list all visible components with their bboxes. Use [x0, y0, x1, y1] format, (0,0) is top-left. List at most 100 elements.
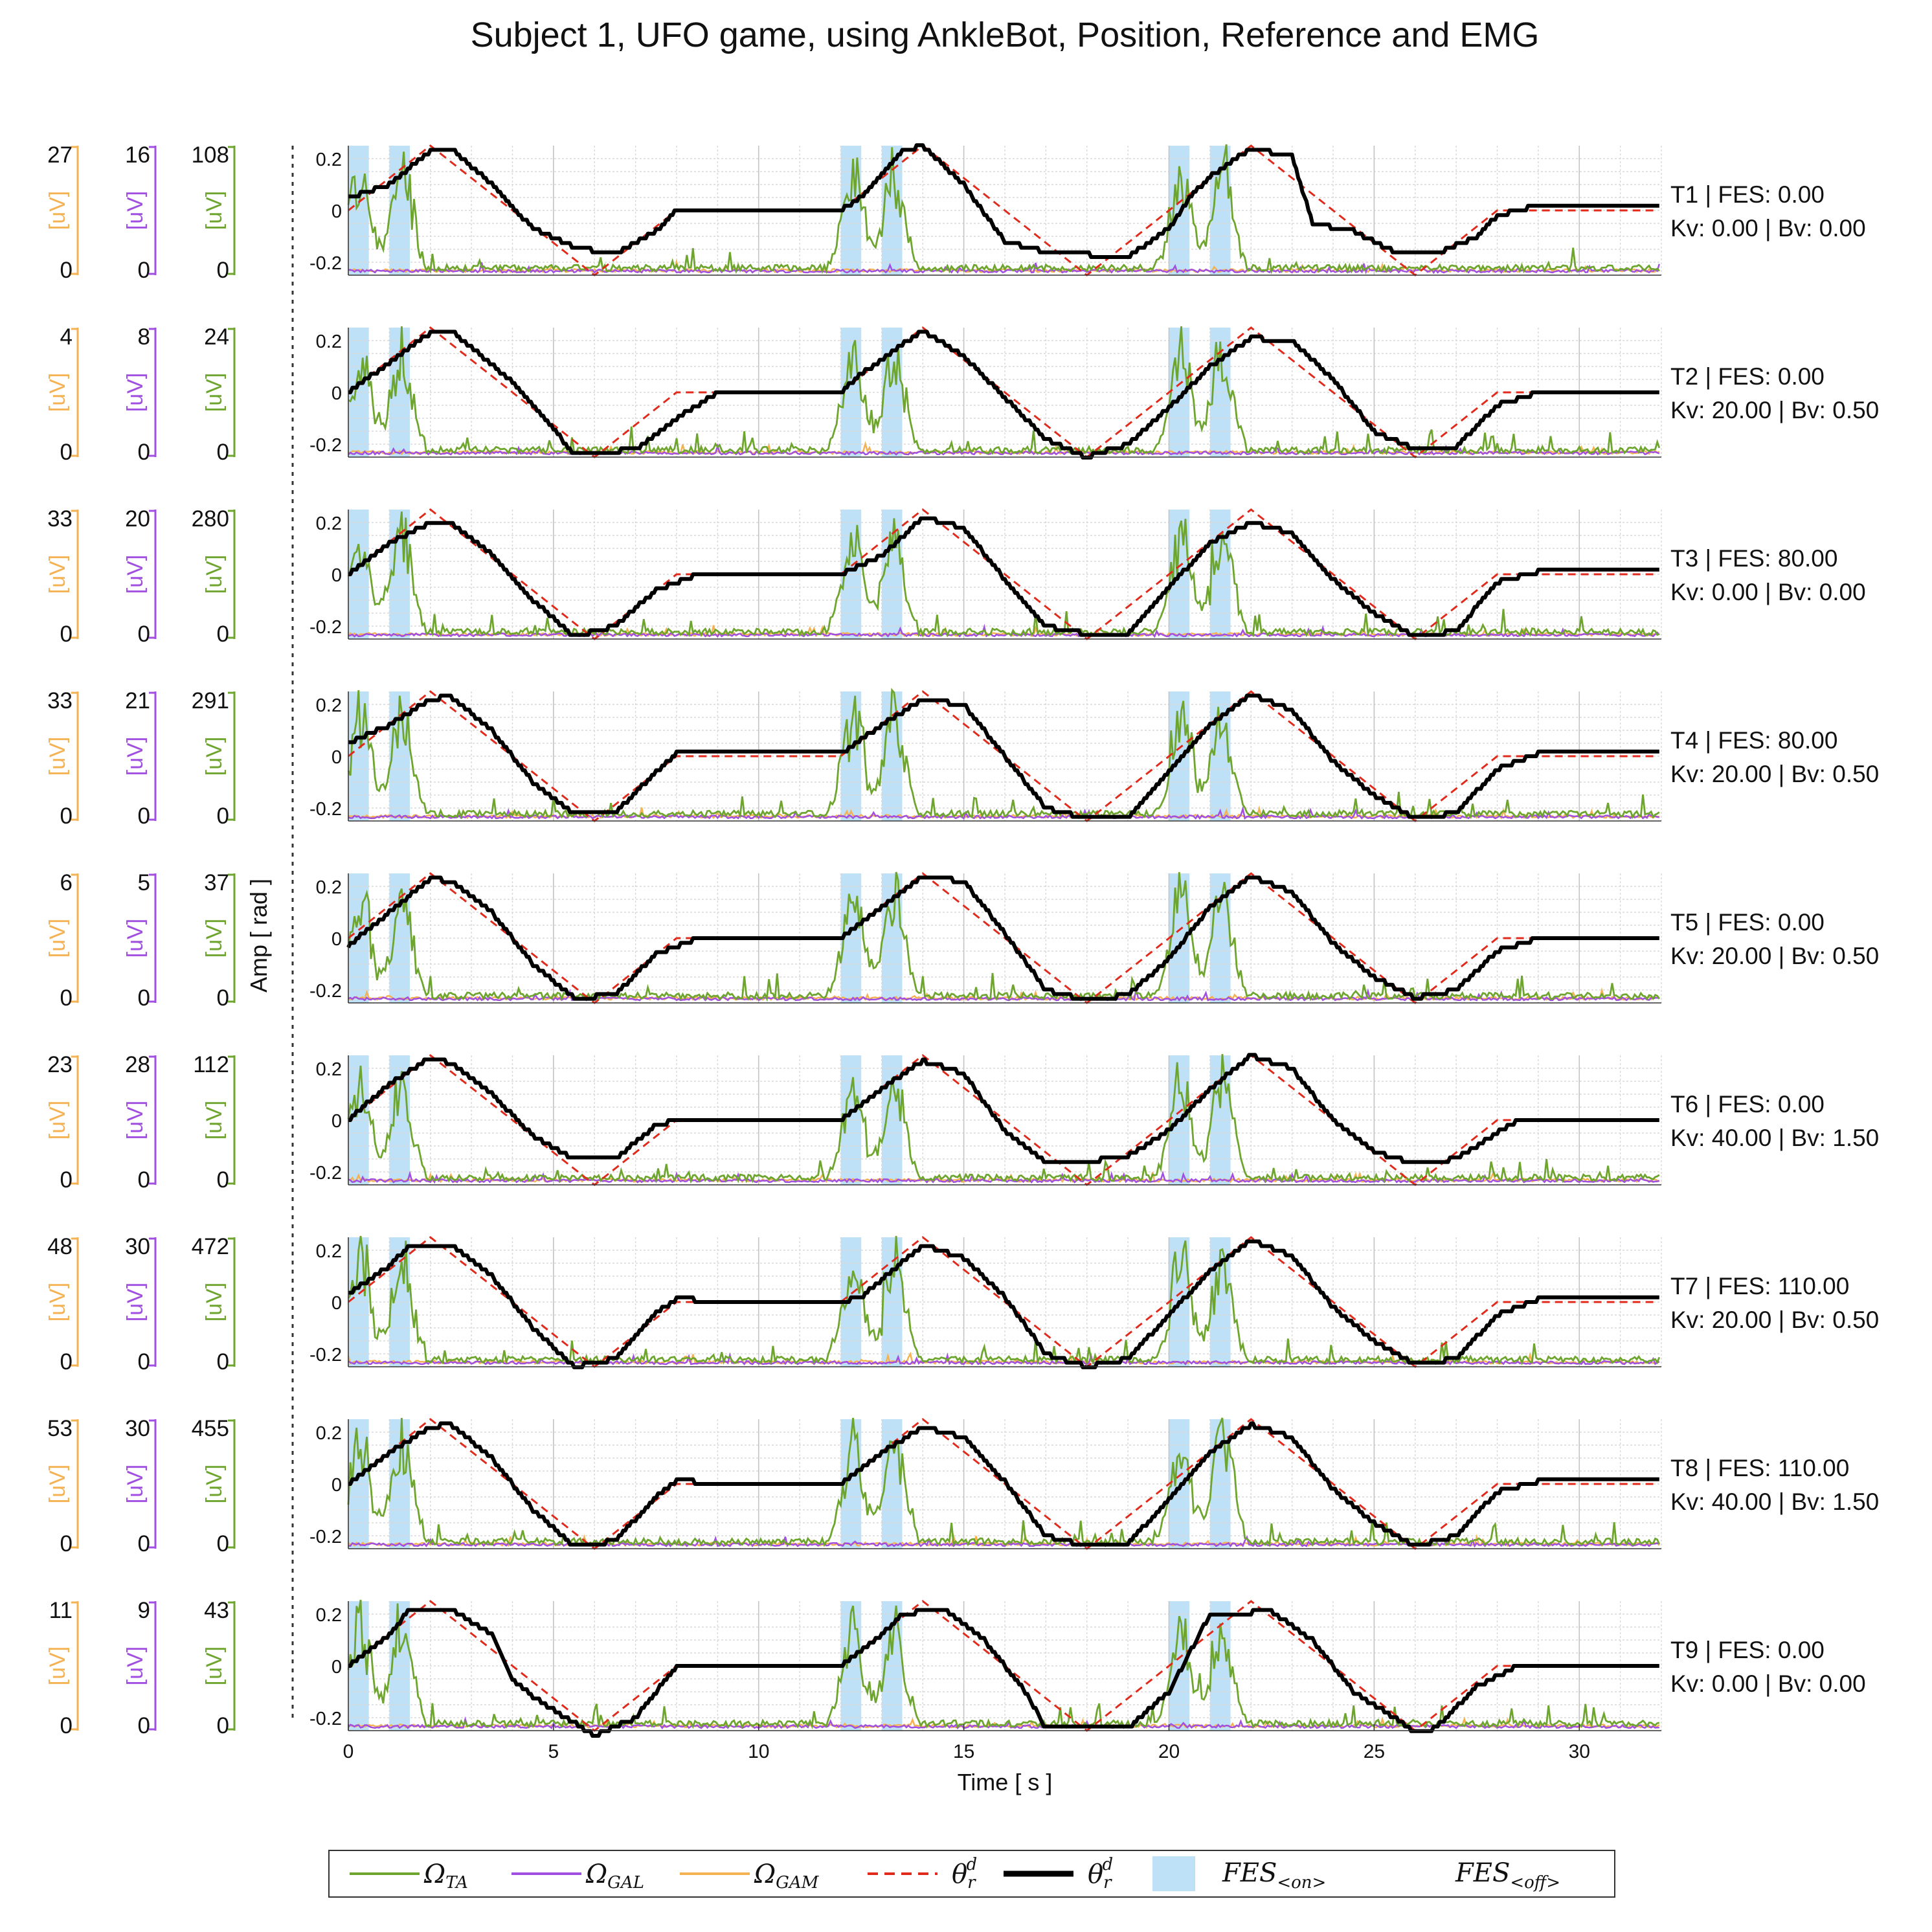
scale-unit-label: [uV] [202, 1646, 227, 1685]
scale-min-label: 0 [217, 622, 229, 647]
y-tick-label: 0.2 [316, 877, 342, 898]
scale-max-label: 112 [193, 1052, 229, 1077]
emg-gal-line [348, 988, 1659, 1002]
trial-label: T9 | FES: 0.00 [1670, 1637, 1825, 1663]
scale-min-label: 0 [217, 1349, 229, 1375]
panel-t9: 0.2 0 -0.2 T9 | FES: 0.00 Kv: 0.00 | Bv: 0.0… [45, 1598, 1866, 1738]
scale-max-label: 455 [192, 1416, 229, 1441]
emg-gal-line [348, 1716, 1659, 1730]
scale-unit-label: [uV] [202, 555, 227, 594]
legend-item-reference: θrd [868, 1855, 977, 1893]
gain-label: Kv: 20.00 | Bv: 0.50 [1670, 397, 1879, 423]
emg-scale-gam: 4 0 [uV] [45, 324, 79, 465]
scale-min-label: 0 [217, 803, 229, 829]
scale-max-label: 291 [192, 688, 229, 713]
scale-max-label: 8 [138, 324, 150, 350]
y-tick-label: -0.2 [309, 799, 342, 820]
trial-label: T6 | FES: 0.00 [1670, 1091, 1825, 1118]
emg-scale-gam: 6 0 [uV] [45, 870, 79, 1011]
scale-unit-label: [uV] [123, 1283, 148, 1321]
emg-scale-ta: 112 0 [uV] [193, 1052, 236, 1193]
scale-min-label: 0 [60, 258, 73, 283]
y-axis-label: Amp [ rad ] [245, 879, 272, 993]
x-axis-label: Time [ s ] [958, 1769, 1053, 1795]
scale-max-label: 30 [125, 1234, 150, 1259]
x-tick-label: 0 [343, 1741, 354, 1762]
emg-scale-gal: 30 0 [uV] [123, 1234, 157, 1375]
y-tick-label: -0.2 [309, 1709, 342, 1729]
gain-label: Kv: 20.00 | Bv: 0.50 [1670, 761, 1879, 787]
scale-min-label: 0 [138, 622, 150, 647]
scale-unit-label: [uV] [202, 191, 227, 230]
scale-unit-label: [uV] [123, 1101, 148, 1140]
emg-scale-gal: 9 0 [uV] [123, 1598, 157, 1738]
scale-max-label: 20 [125, 506, 150, 532]
panel-t5: 0.2 0 -0.2 T5 | FES: 0.00 Kv: 20.00 | Bv: 0.… [45, 870, 1879, 1011]
legend-item-fes-on: FES<on> [1152, 1856, 1326, 1893]
scale-max-label: 28 [125, 1052, 150, 1077]
x-tick-label: 5 [548, 1741, 559, 1762]
emg-ta-line [347, 144, 1660, 275]
scale-min-label: 0 [60, 1713, 73, 1738]
scale-unit-label: [uV] [45, 191, 70, 230]
emg-scale-gal: 5 0 [uV] [123, 870, 157, 1011]
scale-unit-label: [uV] [123, 1465, 148, 1503]
scale-max-label: 11 [49, 1598, 73, 1623]
panel-t6: 0.2 0 -0.2 T6 | FES: 0.00 Kv: 40.00 | Bv: 1.… [45, 1052, 1879, 1193]
scale-max-label: 5 [138, 870, 150, 895]
scale-max-label: 23 [47, 1052, 73, 1077]
trial-label: T4 | FES: 80.00 [1670, 727, 1837, 754]
emg-scale-gal: 20 0 [uV] [123, 506, 157, 647]
scale-min-label: 0 [138, 440, 150, 465]
panel-t2: 0.2 0 -0.2 T2 | FES: 0.00 Kv: 20.00 | Bv: 0.… [45, 324, 1879, 465]
emg-ta-line [347, 688, 1660, 820]
scale-max-label: 472 [192, 1234, 229, 1259]
scale-unit-label: [uV] [202, 1101, 227, 1140]
reference-line [348, 144, 1657, 276]
x-tick-label: 10 [748, 1741, 769, 1762]
legend-item-position: θrd [1004, 1855, 1113, 1893]
scale-unit-label: [uV] [123, 919, 148, 958]
scale-max-label: 53 [47, 1416, 73, 1441]
scale-min-label: 0 [217, 258, 229, 283]
panel-t8: 0.2 0 -0.2 T8 | FES: 110.00 Kv: 40.00 | Bv: … [45, 1416, 1879, 1556]
scale-unit-label: [uV] [123, 1646, 148, 1685]
scale-max-label: 30 [125, 1416, 150, 1441]
grid [348, 328, 1662, 457]
legend: ΩTA ΩGAL ΩGAM θrd θrd FES<on> [328, 1850, 1615, 1898]
y-tick-label: 0.2 [316, 331, 342, 352]
x-tick-label: 20 [1158, 1741, 1180, 1762]
scale-min-label: 0 [138, 803, 150, 829]
y-tick-label: -0.2 [309, 981, 342, 1002]
emg-scale-ta: 43 0 [uV] [202, 1598, 236, 1738]
legend-label-reference: θrd [952, 1855, 977, 1893]
scale-min-label: 0 [217, 1167, 229, 1193]
panel-t1: 0.2 0 -0.2 T1 | FES: 0.00 Kv: 0.00 | Bv: 0.0… [45, 142, 1866, 283]
scale-unit-label: [uV] [45, 737, 70, 776]
scale-min-label: 0 [60, 803, 73, 829]
scale-unit-label: [uV] [123, 373, 148, 412]
scale-min-label: 0 [217, 1713, 229, 1738]
position-line [348, 330, 1659, 460]
scale-min-label: 0 [138, 1349, 150, 1375]
gain-label: Kv: 0.00 | Bv: 0.00 [1670, 1670, 1866, 1697]
panel-t4: 0.2 0 -0.2 T4 | FES: 80.00 Kv: 20.00 | Bv: 0… [45, 688, 1879, 829]
scale-max-label: 21 [125, 688, 150, 713]
emg-scale-gal: 30 0 [uV] [123, 1416, 157, 1556]
chart-title: Subject 1, UFO game, using AnkleBot, Pos… [471, 16, 1540, 54]
scale-min-label: 0 [60, 1349, 73, 1375]
gain-label: Kv: 40.00 | Bv: 1.50 [1670, 1488, 1879, 1515]
panels-group: 0.2 0 -0.2 T1 | FES: 0.00 Kv: 0.00 | Bv: 0.0… [45, 142, 1879, 1738]
scale-unit-label: [uV] [45, 919, 70, 958]
trial-label: T5 | FES: 0.00 [1670, 909, 1825, 936]
x-axis: 0 5 10 15 20 25 30 [343, 1724, 1590, 1762]
y-tick-label: 0 [331, 747, 342, 768]
scale-unit-label: [uV] [202, 1283, 227, 1321]
y-tick-label: -0.2 [309, 1527, 342, 1547]
x-tick-label: 30 [1569, 1741, 1590, 1762]
scale-unit-label: [uV] [202, 373, 227, 412]
y-tick-label: 0 [331, 1657, 342, 1678]
trial-label: T3 | FES: 80.00 [1670, 545, 1837, 572]
scale-min-label: 0 [60, 622, 73, 647]
scale-max-label: 43 [204, 1598, 229, 1623]
